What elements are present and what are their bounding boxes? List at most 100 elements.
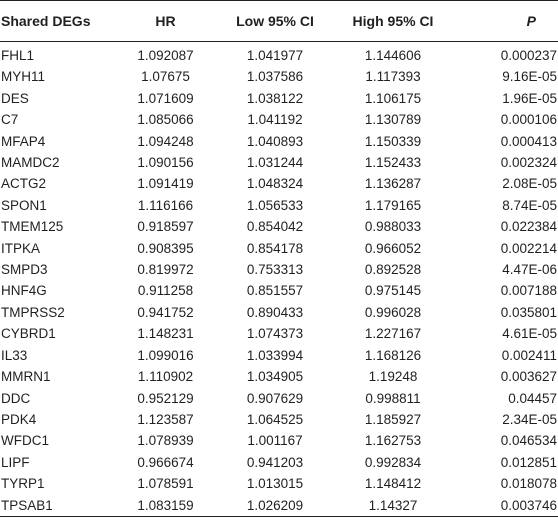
cell-hr: 1.078939 (137, 433, 194, 449)
cell-gene: TMEM125 (1, 219, 64, 235)
cell-p-value: 0.002411 (501, 347, 557, 363)
cell-low-ci: 0.753313 (246, 262, 304, 278)
cell-gene: TPSAB1 (0, 494, 112, 517)
cell-gene: SMPD3 (1, 262, 48, 278)
cell-hr: 0.908395 (137, 240, 194, 256)
table-row: IL33 1.099016 1.033994 1.168126 0.002411 (0, 345, 558, 366)
cell-hr: 1.094248 (137, 133, 194, 149)
table-row: MMRN1 1.110902 1.034905 1.19248 0.003627 (0, 366, 558, 387)
cell-low-ci: 0.890433 (246, 304, 304, 320)
cell-hr: 1.091419 (137, 176, 194, 192)
cell-high-ci: 1.117393 (365, 69, 421, 85)
cell-high-ci: 0.988033 (364, 219, 422, 235)
table-row: TPSAB1 1.083159 1.026209 1.14327 0.003746 (0, 494, 558, 517)
hazard-ratio-table: Shared DEGs HR Low 95% CI High 95% CI P … (0, 0, 558, 517)
cell-gene: SPON1 (1, 197, 47, 213)
cell-low-ci: 1.074373 (246, 326, 304, 342)
cell-p-value: 0.002324 (500, 155, 557, 171)
cell-high-ci: 1.168126 (364, 347, 422, 363)
cell-high-ci: 1.144606 (364, 48, 422, 63)
cell-p-value: 4.47E-06 (502, 262, 557, 278)
table-row: WFDC1 1.078939 1.001167 1.162753 0.046534 (0, 430, 558, 451)
cell-low-ci: 1.026209 (219, 494, 331, 517)
cell-hr: 1.071609 (137, 90, 194, 106)
cell-p-value: 0.012851 (500, 454, 557, 470)
cell-hr: 1.085066 (137, 112, 194, 128)
cell-p-value: 0.003627 (500, 369, 557, 385)
cell-high-ci: 1.162753 (364, 433, 422, 449)
cell-p-value: 0.04457 (508, 390, 557, 406)
cell-p-value: 0.022384 (500, 219, 557, 235)
table-row: HNF4G 0.911258 0.851557 0.975145 0.007188 (0, 280, 558, 301)
cell-low-ci: 1.056533 (246, 197, 304, 213)
table-row: C7 1.085066 1.041192 1.130789 0.000106 (0, 109, 558, 130)
cell-high-ci: 0.975145 (364, 283, 422, 299)
cell-low-ci: 1.041192 (247, 112, 303, 128)
cell-gene: ACTG2 (1, 176, 47, 192)
cell-high-ci: 0.998811 (365, 390, 421, 406)
cell-p-value: 0.046534 (500, 433, 557, 449)
header-shared-degs: Shared DEGs (0, 0, 112, 42)
cell-gene: WFDC1 (1, 433, 49, 449)
cell-p-value: 1.96E-05 (502, 90, 557, 106)
cell-hr: 1.123587 (137, 411, 194, 427)
cell-p-value: 2.34E-05 (502, 411, 557, 427)
table-row: SPON1 1.116166 1.056533 1.179165 8.74E-05 (0, 195, 558, 216)
cell-gene: MAMDC2 (1, 155, 60, 171)
header-high-ci: High 95% CI (331, 0, 455, 42)
cell-low-ci: 1.031244 (246, 155, 304, 171)
cell-hr: 0.952129 (137, 390, 194, 406)
cell-high-ci: 1.227167 (364, 326, 422, 342)
cell-gene: TMPRSS2 (1, 304, 65, 320)
table-row: TMPRSS2 0.941752 0.890433 0.996028 0.035801 (0, 302, 558, 323)
table-row: ACTG2 1.091419 1.048324 1.136287 2.08E-05 (0, 173, 558, 194)
cell-p-value: 0.002214 (500, 240, 557, 256)
cell-p-value: 0.018078 (500, 476, 557, 492)
header-low-ci: Low 95% CI (219, 0, 331, 42)
cell-low-ci: 1.033994 (246, 347, 304, 363)
cell-low-ci: 0.907629 (246, 390, 304, 406)
cell-high-ci: 1.152433 (364, 155, 422, 171)
cell-hr: 0.966674 (137, 454, 194, 470)
table-body: FHL1 1.092087 1.041977 1.144606 0.000237 MYH1… (0, 42, 558, 517)
cell-low-ci: 1.040893 (246, 133, 304, 149)
cell-hr: 1.092087 (137, 48, 194, 63)
cell-hr: 1.116166 (137, 197, 194, 213)
cell-gene: ITPKA (1, 240, 41, 256)
cell-gene: FHL1 (1, 48, 35, 63)
cell-gene: DES (1, 90, 29, 106)
header-row: Shared DEGs HR Low 95% CI High 95% CI P (0, 0, 558, 42)
cell-gene: MMRN1 (1, 369, 51, 385)
cell-low-ci: 0.854042 (246, 219, 304, 235)
cell-gene: DDC (1, 390, 31, 406)
cell-low-ci: 1.048324 (246, 176, 304, 192)
cell-high-ci: 1.14327 (331, 494, 455, 517)
cell-hr: 0.941752 (137, 304, 194, 320)
cell-hr: 0.911258 (137, 283, 194, 299)
table-row: MYH11 1.07675 1.037586 1.117393 9.16E-05 (0, 66, 558, 87)
cell-p-value: 0.000413 (500, 133, 557, 149)
cell-high-ci: 0.966052 (364, 240, 422, 256)
cell-high-ci: 1.185927 (364, 411, 422, 427)
cell-high-ci: 1.150339 (364, 133, 422, 149)
cell-gene: PDK4 (1, 411, 37, 427)
cell-p-value: 4.61E-05 (502, 326, 557, 342)
cell-high-ci: 0.996028 (364, 304, 422, 320)
cell-hr: 1.099016 (137, 347, 194, 363)
table-row: DDC 0.952129 0.907629 0.998811 0.04457 (0, 388, 558, 409)
cell-p-value: 8.74E-05 (502, 197, 557, 213)
cell-high-ci: 1.130789 (364, 112, 422, 128)
cell-low-ci: 0.941203 (246, 454, 304, 470)
cell-gene: HNF4G (1, 283, 47, 299)
cell-gene: C7 (1, 112, 19, 128)
table-row: CYBRD1 1.148231 1.074373 1.227167 4.61E-05 (0, 323, 558, 344)
cell-low-ci: 1.038122 (246, 90, 304, 106)
cell-hr: 0.918597 (137, 219, 194, 235)
cell-gene: LIPF (1, 454, 30, 470)
cell-hr: 1.083159 (112, 494, 219, 517)
cell-low-ci: 0.854178 (246, 240, 304, 256)
cell-hr: 0.819972 (137, 262, 194, 278)
cell-p-value: 2.08E-05 (502, 176, 557, 192)
cell-high-ci: 1.148412 (364, 476, 422, 492)
cell-low-ci: 1.064525 (246, 411, 304, 427)
